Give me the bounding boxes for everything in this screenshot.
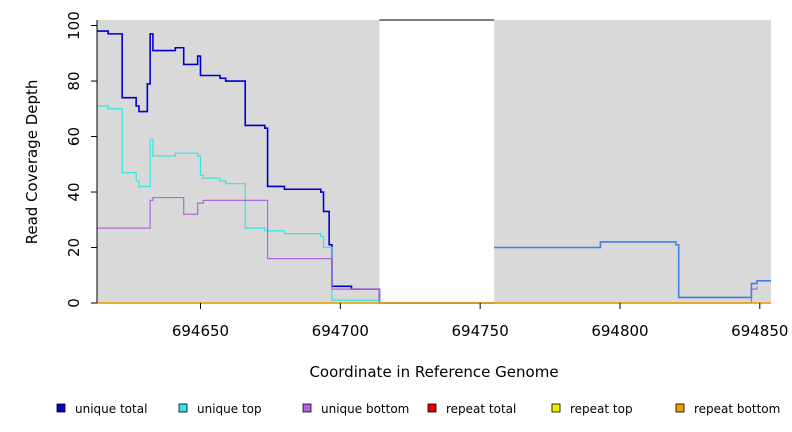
legend-label-unique-total: unique total bbox=[75, 402, 147, 416]
series-layer bbox=[97, 30, 771, 304]
x-tick-label: 694750 bbox=[452, 322, 509, 340]
legend-swatch-repeat-bottom bbox=[675, 403, 685, 413]
x-tick-label: 694800 bbox=[591, 322, 648, 340]
y-axis-title: Read Coverage Depth bbox=[23, 80, 41, 245]
y-tick-label: 60 bbox=[65, 127, 83, 146]
series-unique-total-line bbox=[97, 30, 495, 304]
legend-label-unique-bottom: unique bottom bbox=[321, 402, 409, 416]
y-tick-label: 20 bbox=[65, 238, 83, 257]
legend-label-repeat-top: repeat top bbox=[570, 402, 633, 416]
plot-background bbox=[97, 19, 771, 303]
legend-swatch-unique-top bbox=[178, 403, 188, 413]
x-tick-label: 694650 bbox=[172, 322, 229, 340]
unshaded-region bbox=[379, 19, 495, 303]
x-tick-label: 694850 bbox=[731, 322, 788, 340]
y-tick-label: 0 bbox=[65, 298, 83, 308]
y-tick-label: 80 bbox=[65, 71, 83, 90]
legend-label-repeat-bottom: repeat bottom bbox=[694, 402, 780, 416]
legend-label-unique-top: unique top bbox=[197, 402, 262, 416]
y-tick-label: 40 bbox=[65, 182, 83, 201]
legend-swatch-unique-total bbox=[56, 403, 66, 413]
legend: unique total unique top unique bottom repea… bbox=[56, 402, 780, 416]
legend-swatch-repeat-top bbox=[551, 403, 561, 413]
axes-layer: 0 20 40 60 80 100 694650 694700 694750 694800 6948… bbox=[65, 11, 788, 340]
series-unique-top-line bbox=[97, 105, 495, 304]
legend-swatch-repeat-total bbox=[427, 403, 437, 413]
x-tick-label: 694700 bbox=[312, 322, 369, 340]
legend-swatch-unique-bottom bbox=[302, 403, 312, 413]
x-axis-title: Coordinate in Reference Genome bbox=[309, 363, 558, 381]
series-unlabeled-line bbox=[494, 241, 771, 299]
legend-label-repeat-total: repeat total bbox=[446, 402, 516, 416]
y-tick-label: 100 bbox=[65, 11, 83, 40]
